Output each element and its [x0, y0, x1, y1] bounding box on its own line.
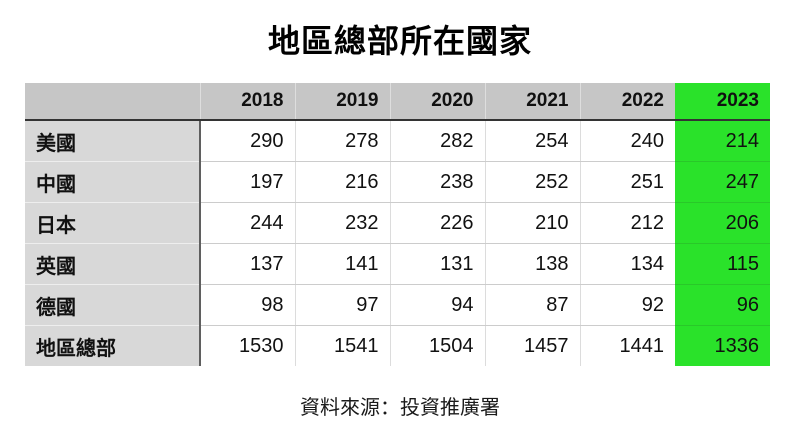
value-cell: 94	[389, 284, 485, 327]
row-label: 中國	[25, 161, 201, 204]
value-cell: 282	[389, 120, 485, 163]
value-cell: 216	[294, 161, 390, 204]
value-cell: 290	[199, 120, 295, 163]
value-cell: 210	[484, 202, 580, 245]
value-cell-highlight: 214	[675, 120, 770, 163]
table-row-total: 地區總部 1530 1541 1504 1457 1441 1336	[25, 325, 770, 367]
value-cell: 197	[199, 161, 295, 204]
value-cell: 1457	[484, 325, 580, 367]
column-header-2018: 2018	[199, 83, 295, 122]
value-cell: 1504	[389, 325, 485, 367]
row-label: 德國	[25, 284, 201, 327]
value-cell: 87	[484, 284, 580, 327]
value-cell: 232	[294, 202, 390, 245]
corner-cell	[25, 83, 200, 122]
value-cell-highlight: 1336	[675, 325, 770, 367]
column-header-2020: 2020	[389, 83, 485, 122]
source-note: 資料來源：投資推廣署	[300, 397, 500, 420]
column-header-2023-highlight: 2023	[675, 83, 770, 122]
value-cell: 278	[294, 120, 390, 163]
value-cell: 240	[579, 120, 675, 163]
column-header-2019: 2019	[294, 83, 390, 122]
row-label: 地區總部	[25, 325, 201, 367]
value-cell: 134	[579, 243, 675, 286]
value-cell: 92	[579, 284, 675, 327]
value-cell: 251	[579, 161, 675, 204]
row-label: 英國	[25, 243, 201, 286]
column-header-2021: 2021	[484, 83, 580, 122]
value-cell: 141	[294, 243, 390, 286]
table-row-japan: 日本 244 232 226 210 212 206	[25, 202, 770, 245]
value-cell: 1530	[199, 325, 295, 367]
value-cell-highlight: 206	[675, 202, 770, 245]
value-cell: 226	[389, 202, 485, 245]
value-cell: 97	[294, 284, 390, 327]
value-cell: 131	[389, 243, 485, 286]
value-cell: 252	[484, 161, 580, 204]
table-row-usa: 美國 290 278 282 254 240 214	[25, 120, 770, 163]
table-row-germany: 德國 98 97 94 87 92 96	[25, 284, 770, 327]
table-row-uk: 英國 137 141 131 138 134 115	[25, 243, 770, 286]
value-cell: 137	[199, 243, 295, 286]
value-cell: 212	[579, 202, 675, 245]
value-cell: 98	[199, 284, 295, 327]
value-cell-highlight: 247	[675, 161, 770, 204]
value-cell: 238	[389, 161, 485, 204]
value-cell: 254	[484, 120, 580, 163]
value-cell: 1541	[294, 325, 390, 367]
row-label: 美國	[25, 120, 201, 163]
column-header-2022: 2022	[579, 83, 675, 122]
value-cell: 138	[484, 243, 580, 286]
data-table: 2018 2019 2020 2021 2022 2023 美國 290 278…	[25, 83, 770, 367]
table-row-china: 中國 197 216 238 252 251 247	[25, 161, 770, 204]
table-header-row: 2018 2019 2020 2021 2022 2023	[25, 83, 770, 122]
value-cell-highlight: 96	[675, 284, 770, 327]
row-label: 日本	[25, 202, 201, 245]
chart-title: 地區總部所在國家	[267, 23, 532, 59]
value-cell-highlight: 115	[675, 243, 770, 286]
value-cell: 1441	[579, 325, 675, 367]
value-cell: 244	[199, 202, 295, 245]
